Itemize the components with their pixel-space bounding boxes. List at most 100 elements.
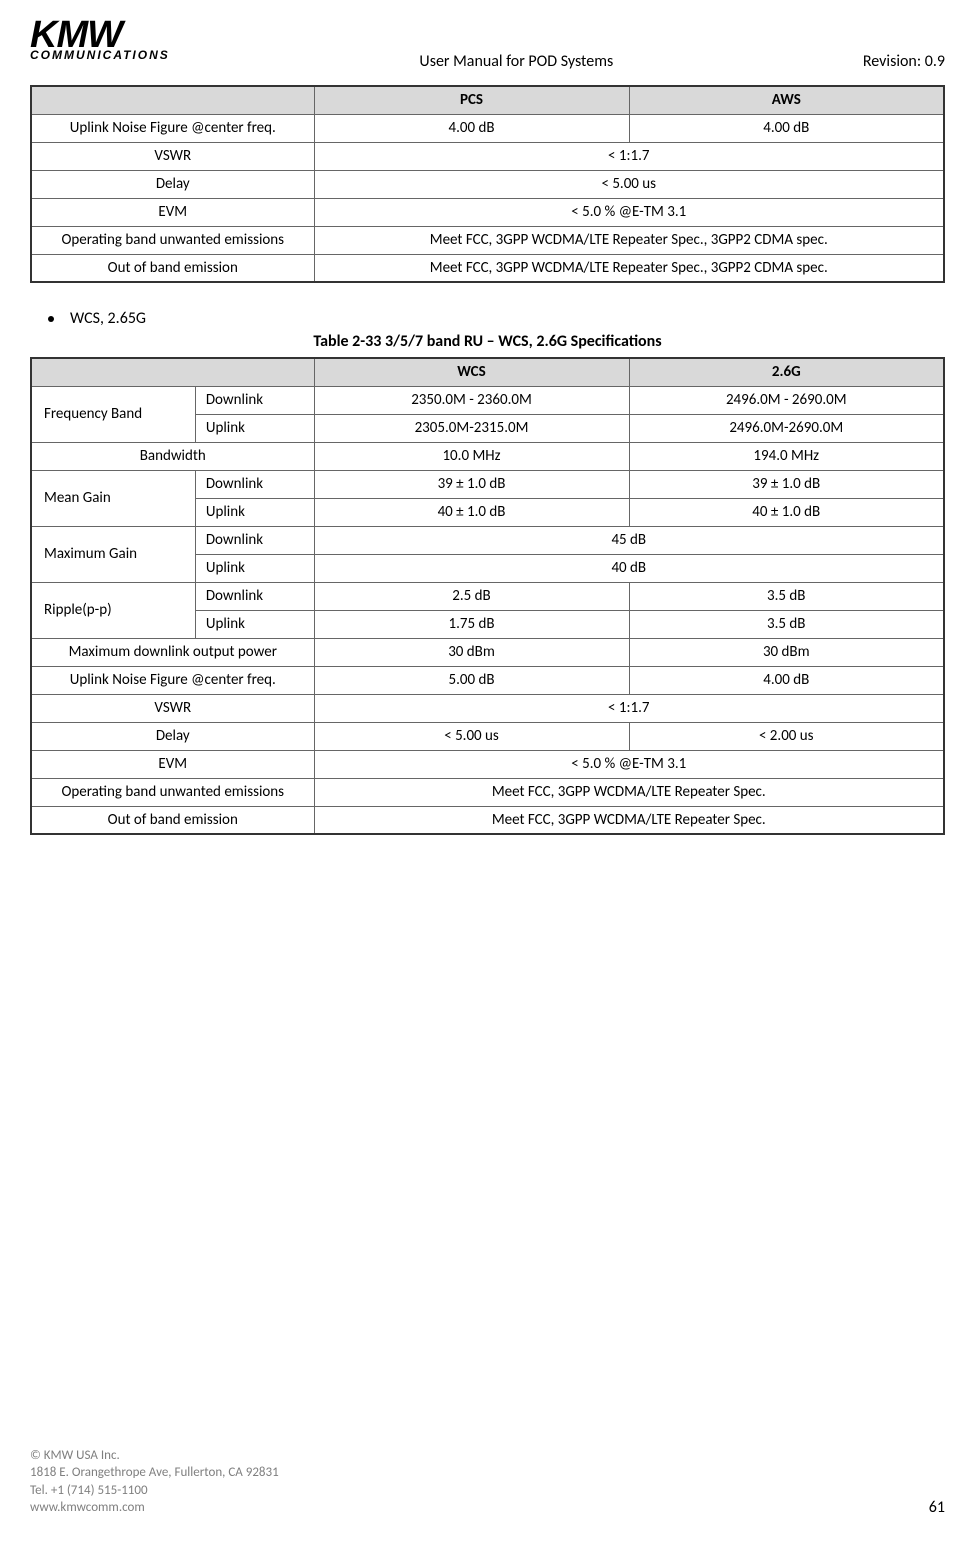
row-label: Bandwidth (31, 442, 314, 470)
sub-label: Downlink (195, 582, 314, 610)
row-label: Operating band unwanted emissions (31, 778, 314, 806)
row-label: Ripple(p-p) (31, 582, 195, 638)
cell-value: Meet FCC, 3GPP WCDMA/LTE Repeater Spec.,… (314, 226, 944, 254)
page-footer: © KMW USA Inc. 1818 E. Orangethrope Ave,… (30, 1447, 945, 1517)
document-title: User Manual for POD Systems (419, 18, 613, 71)
table-row: WCS 2.6G (31, 358, 944, 386)
row-label: VSWR (31, 694, 314, 722)
cell-value: 5.00 dB (314, 666, 629, 694)
table-row: Out of band emission Meet FCC, 3GPP WCDM… (31, 254, 944, 282)
cell-value: Meet FCC, 3GPP WCDMA/LTE Repeater Spec.,… (314, 254, 944, 282)
sub-label: Uplink (195, 414, 314, 442)
cell-value: 4.00 dB (314, 114, 629, 142)
header-26g: 2.6G (629, 358, 944, 386)
table-row: Out of band emission Meet FCC, 3GPP WCDM… (31, 806, 944, 834)
header-aws: AWS (629, 86, 944, 114)
logo-sub: COMMUNICATIONS (30, 50, 170, 61)
table-row: EVM < 5.0 % @E-TM 3.1 (31, 750, 944, 778)
cell-value: 40 dB (314, 554, 944, 582)
footer-line: www.kmwcomm.com (30, 1499, 279, 1517)
logo-main: KMW (30, 18, 170, 52)
cell-value: < 5.0 % @E-TM 3.1 (314, 198, 944, 226)
cell-value: 30 dBm (629, 638, 944, 666)
cell-value: 2496.0M-2690.0M (629, 414, 944, 442)
table-row: Operating band unwanted emissions Meet F… (31, 226, 944, 254)
row-label: Maximum Gain (31, 526, 195, 582)
cell-value: 2305.0M-2315.0M (314, 414, 629, 442)
bullet-text: WCS, 2.65G (70, 309, 146, 328)
sub-label: Uplink (195, 554, 314, 582)
cell-value: < 2.00 us (629, 722, 944, 750)
row-label: Out of band emission (31, 806, 314, 834)
sub-label: Downlink (195, 526, 314, 554)
sub-label: Uplink (195, 610, 314, 638)
footer-line: Tel. +1 (714) 515-1100 (30, 1482, 279, 1500)
cell-value: Meet FCC, 3GPP WCDMA/LTE Repeater Spec. (314, 806, 944, 834)
header-pcs: PCS (314, 86, 629, 114)
sub-label: Downlink (195, 470, 314, 498)
table-row: Maximum downlink output power 30 dBm 30 … (31, 638, 944, 666)
row-label: Maximum downlink output power (31, 638, 314, 666)
cell-value: Meet FCC, 3GPP WCDMA/LTE Repeater Spec. (314, 778, 944, 806)
sub-label: Uplink (195, 498, 314, 526)
cell-value: 4.00 dB (629, 666, 944, 694)
cell-value: 2496.0M - 2690.0M (629, 386, 944, 414)
table-row: Delay < 5.00 us < 2.00 us (31, 722, 944, 750)
table-caption: Table 2-33 3/5/7 band RU – WCS, 2.6G Spe… (30, 332, 945, 351)
table-row: Delay < 5.00 us (31, 170, 944, 198)
cell-value: < 5.0 % @E-TM 3.1 (314, 750, 944, 778)
table-row: Bandwidth 10.0 MHz 194.0 MHz (31, 442, 944, 470)
table-row: Operating band unwanted emissions Meet F… (31, 778, 944, 806)
cell-value: 4.00 dB (629, 114, 944, 142)
row-label: VSWR (31, 142, 314, 170)
row-label: Delay (31, 170, 314, 198)
spec-table-pcs-aws: PCS AWS Uplink Noise Figure @center freq… (30, 85, 945, 283)
row-label: Delay (31, 722, 314, 750)
row-label: Uplink Noise Figure @center freq. (31, 666, 314, 694)
row-label: Out of band emission (31, 254, 314, 282)
table-row: Mean Gain Downlink 39 ± 1.0 dB 39 ± 1.0 … (31, 470, 944, 498)
cell-value: 2350.0M - 2360.0M (314, 386, 629, 414)
cell-value: < 5.00 us (314, 170, 944, 198)
table-row: PCS AWS (31, 86, 944, 114)
table-row: VSWR < 1:1.7 (31, 142, 944, 170)
footer-line: 1818 E. Orangethrope Ave, Fullerton, CA … (30, 1464, 279, 1482)
cell-value: 39 ± 1.0 dB (629, 470, 944, 498)
table-row: Maximum Gain Downlink 45 dB (31, 526, 944, 554)
cell-value: 39 ± 1.0 dB (314, 470, 629, 498)
header-wcs: WCS (314, 358, 629, 386)
table-row: EVM < 5.0 % @E-TM 3.1 (31, 198, 944, 226)
row-label: Mean Gain (31, 470, 195, 526)
table-row: VSWR < 1:1.7 (31, 694, 944, 722)
cell-value: 45 dB (314, 526, 944, 554)
table-row: Ripple(p-p) Downlink 2.5 dB 3.5 dB (31, 582, 944, 610)
header-blank (31, 358, 314, 386)
table-row: Uplink Noise Figure @center freq. 4.00 d… (31, 114, 944, 142)
cell-value: 2.5 dB (314, 582, 629, 610)
row-label: Operating band unwanted emissions (31, 226, 314, 254)
logo: KMW COMMUNICATIONS (30, 18, 170, 61)
page-container: KMW COMMUNICATIONS User Manual for POD S… (0, 0, 975, 1541)
table-row: Frequency Band Downlink 2350.0M - 2360.0… (31, 386, 944, 414)
footer-line: © KMW USA Inc. (30, 1447, 279, 1465)
row-label: EVM (31, 750, 314, 778)
row-label: EVM (31, 198, 314, 226)
page-number: 61 (929, 1498, 945, 1517)
cell-value: < 5.00 us (314, 722, 629, 750)
spec-table-wcs-26g: WCS 2.6G Frequency Band Downlink 2350.0M… (30, 357, 945, 835)
sub-label: Downlink (195, 386, 314, 414)
cell-value: 10.0 MHz (314, 442, 629, 470)
cell-value: 194.0 MHz (629, 442, 944, 470)
header-blank (31, 86, 314, 114)
table-row: Uplink Noise Figure @center freq. 5.00 d… (31, 666, 944, 694)
page-header: KMW COMMUNICATIONS User Manual for POD S… (30, 18, 945, 71)
bullet-icon (48, 316, 54, 322)
cell-value: 3.5 dB (629, 610, 944, 638)
revision-label: Revision: 0.9 (863, 18, 945, 71)
cell-value: 3.5 dB (629, 582, 944, 610)
cell-value: 30 dBm (314, 638, 629, 666)
cell-value: 40 ± 1.0 dB (314, 498, 629, 526)
footer-address: © KMW USA Inc. 1818 E. Orangethrope Ave,… (30, 1447, 279, 1517)
row-label: Frequency Band (31, 386, 195, 442)
cell-value: < 1:1.7 (314, 142, 944, 170)
